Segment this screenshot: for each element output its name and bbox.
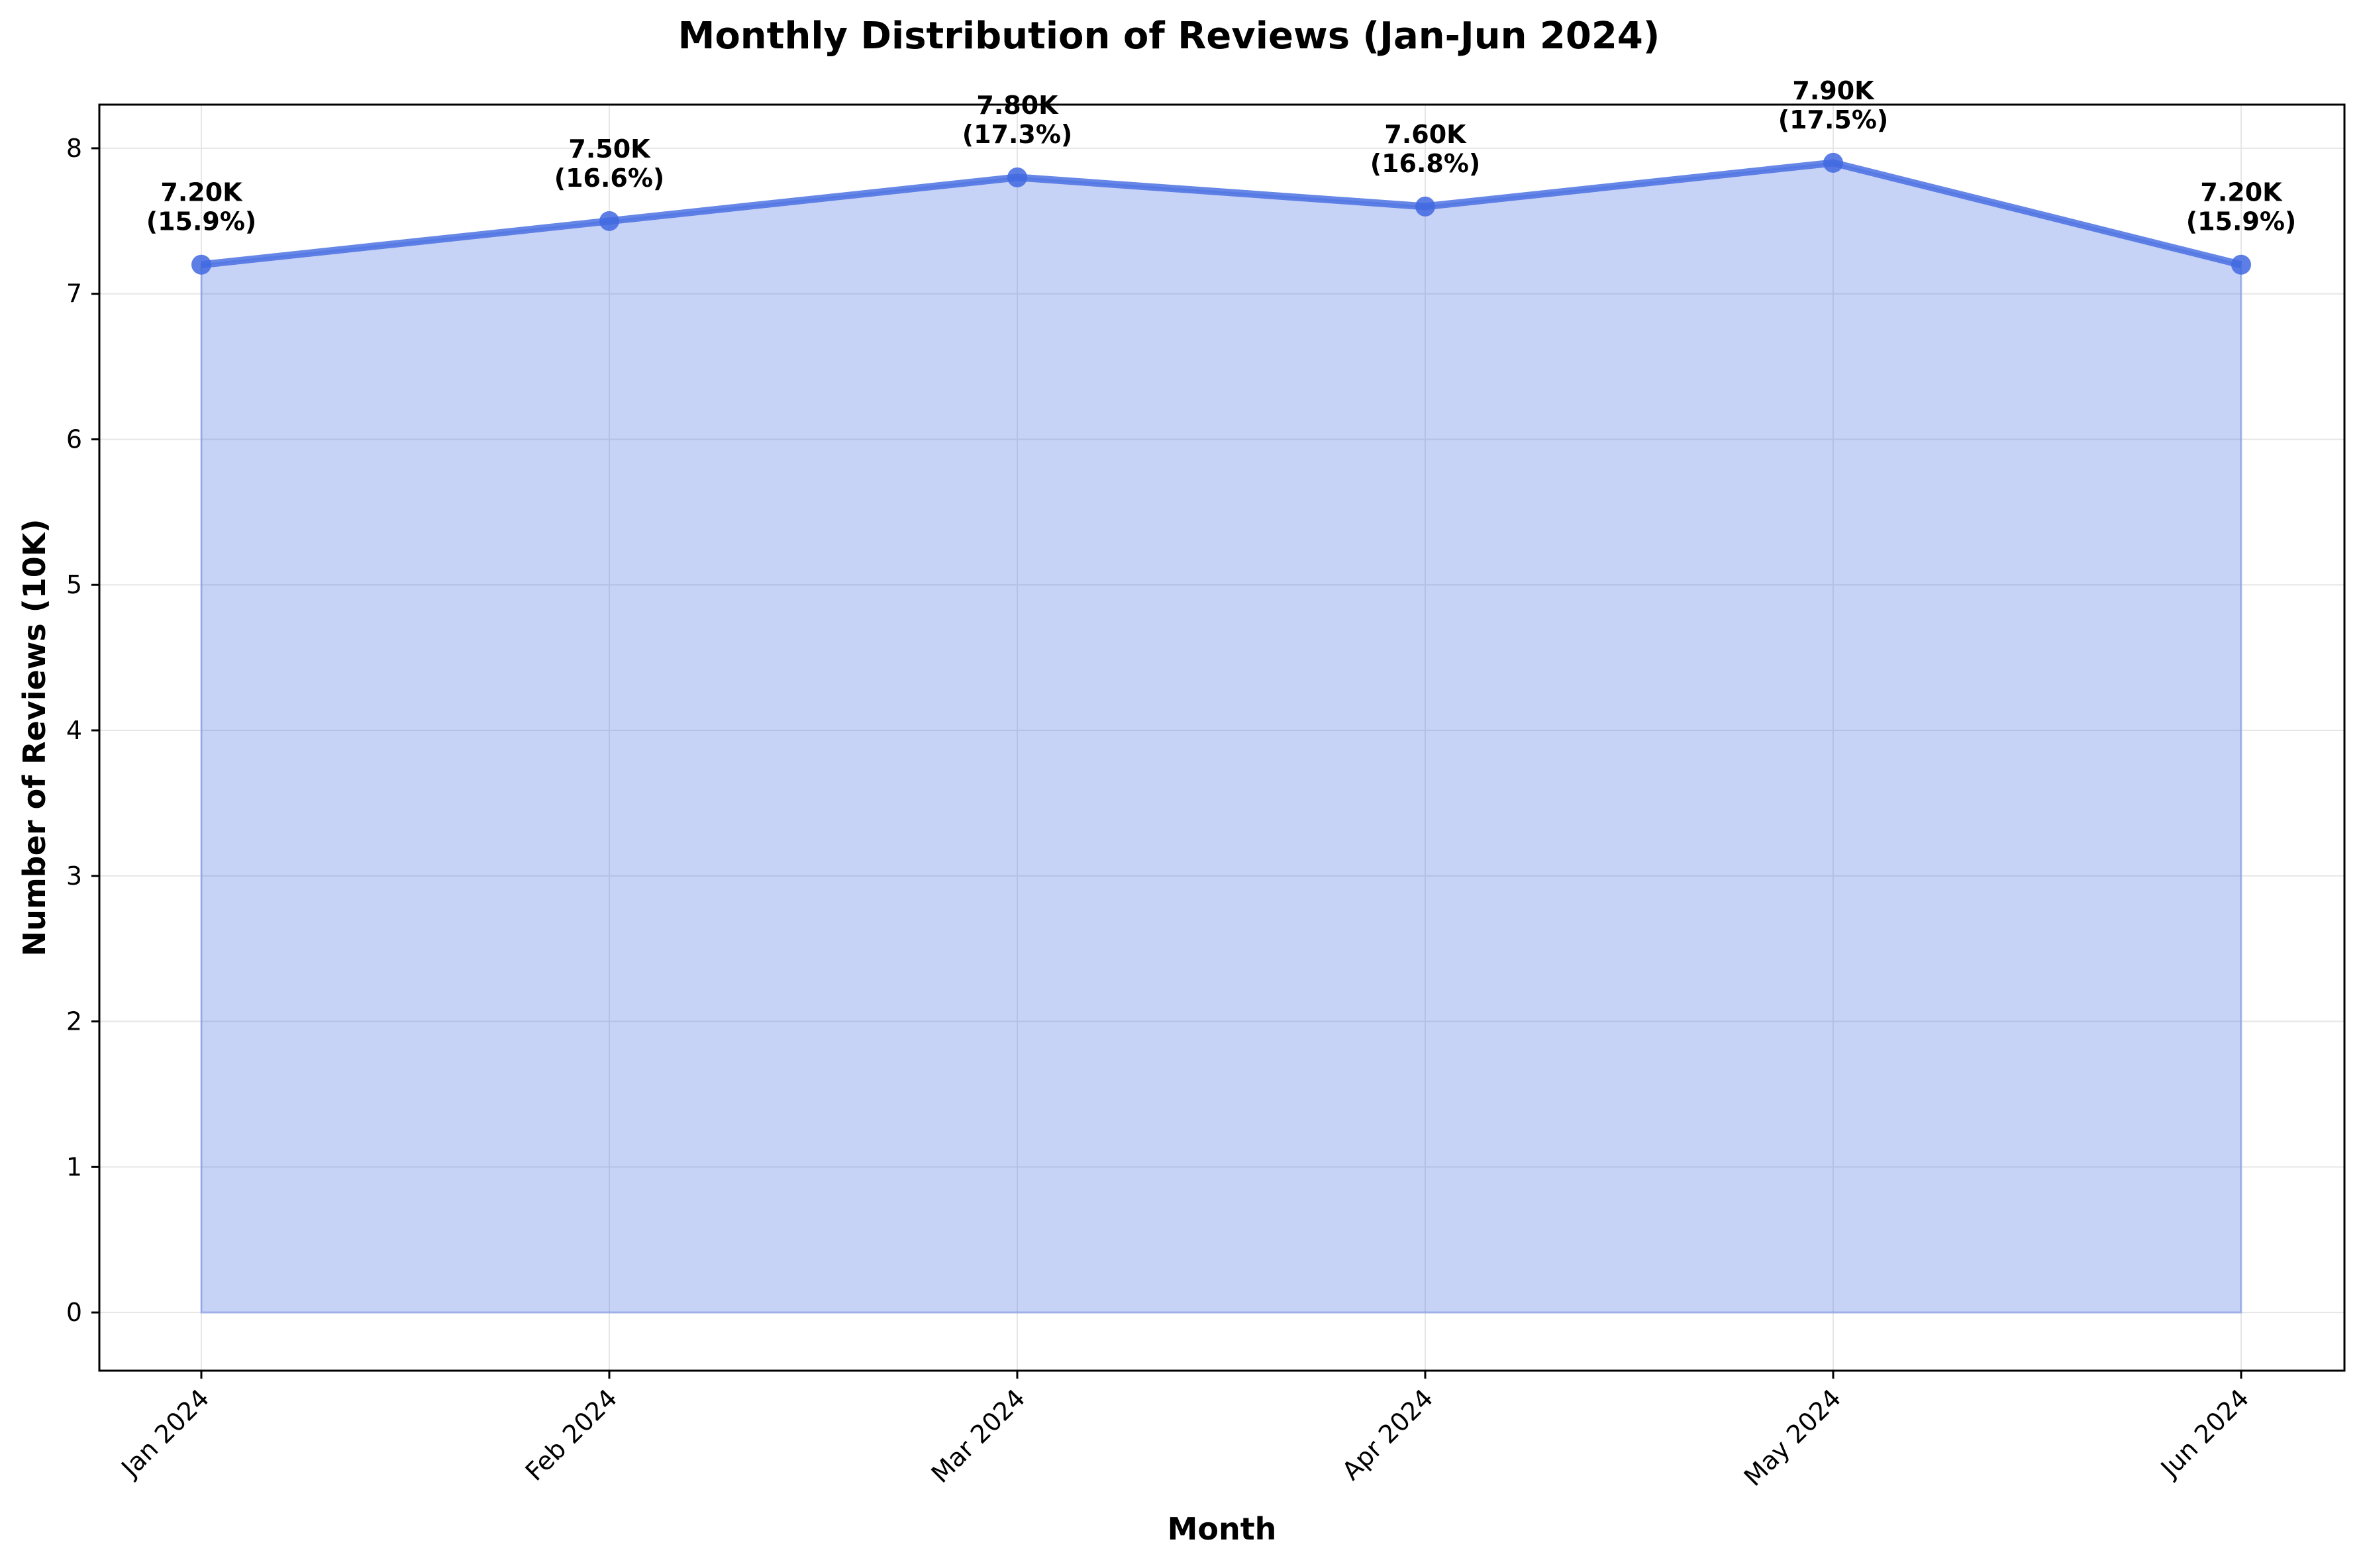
y-axis-label: Number of Reviews (10K) — [17, 519, 52, 957]
data-point — [599, 211, 619, 231]
data-value-label: 7.50K — [568, 134, 651, 164]
y-tick-label: 0 — [66, 1298, 82, 1327]
x-tick-label: Apr 2024 — [1336, 1383, 1439, 1486]
x-tick-label: Jun 2024 — [2154, 1383, 2254, 1483]
data-value-label: 7.20K — [160, 178, 243, 207]
area-fill-layer — [200, 162, 2242, 1314]
data-percent-label: (16.6%) — [554, 164, 665, 193]
data-value-label: 7.90K — [1792, 76, 1875, 105]
data-point — [191, 254, 211, 275]
y-tick-label: 1 — [66, 1152, 82, 1181]
area-fill — [200, 162, 2242, 1314]
data-point — [1007, 167, 1027, 187]
data-percent-label: (17.3%) — [962, 120, 1073, 149]
y-tick-label: 5 — [66, 570, 82, 599]
data-labels-layer: 7.20K(15.9%)7.50K(16.6%)7.80K(17.3%) 7.60… — [146, 76, 2297, 236]
x-tick-label: Mar 2024 — [926, 1383, 1031, 1489]
data-percent-label: (15.9%) — [146, 207, 257, 236]
series-line — [201, 159, 2242, 269]
data-points-layer — [191, 152, 2251, 275]
y-tick-label: 2 — [66, 1007, 82, 1036]
data-value-label: 7.60K — [1384, 120, 1467, 149]
data-percent-label: (15.9%) — [2186, 207, 2297, 236]
data-percent-label: (16.8%) — [1370, 149, 1481, 178]
data-point — [1415, 196, 1435, 217]
plot-frame — [98, 103, 2346, 1372]
x-tick-label: May 2024 — [1738, 1383, 1847, 1492]
y-tick-label: 8 — [66, 134, 82, 163]
data-value-label: 7.20K — [2200, 178, 2283, 207]
x-axis-label: Month — [1168, 1511, 1277, 1547]
x-tick-label: Jan 2024 — [115, 1383, 215, 1483]
y-tick-label: 7 — [66, 279, 82, 309]
chart-title: Monthly Distribution of Reviews (Jan-Jun… — [678, 15, 1660, 58]
data-point — [2231, 254, 2251, 275]
data-percent-label: (17.5%) — [1778, 105, 1889, 134]
x-axis-ticks: Jan 2024 Feb 2024 Mar 2024 Apr 2024 May 2024… — [115, 1371, 2254, 1492]
y-tick-label: 3 — [66, 861, 82, 891]
series-line-layer — [201, 159, 2242, 269]
y-tick-label: 4 — [66, 716, 82, 745]
x-tick-label: Feb 2024 — [520, 1383, 623, 1487]
y-tick-label: 6 — [66, 424, 82, 454]
grid-lines — [99, 105, 2344, 1371]
y-axis-ticks: 0 1 2 3 4 5 6 7 8 — [66, 134, 99, 1327]
data-point — [1823, 152, 1843, 173]
